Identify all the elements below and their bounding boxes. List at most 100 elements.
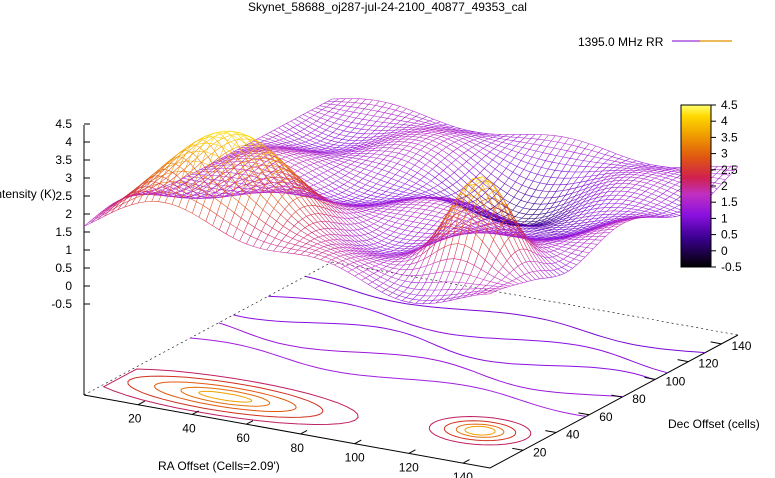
surface-line bbox=[363, 248, 371, 253]
surface-line bbox=[351, 122, 359, 125]
surface-line bbox=[194, 176, 201, 179]
surface-line bbox=[345, 212, 353, 219]
surface-line bbox=[328, 135, 336, 139]
surface-line bbox=[159, 174, 165, 184]
surface-line bbox=[137, 195, 143, 204]
surface-line bbox=[372, 211, 380, 215]
surface-line bbox=[604, 172, 612, 175]
surface-line bbox=[326, 106, 334, 109]
surface-line bbox=[375, 145, 380, 149]
surface-line bbox=[418, 232, 426, 234]
surface-line bbox=[295, 187, 300, 192]
surface-line bbox=[473, 166, 481, 174]
surface-line bbox=[384, 112, 392, 115]
surface-line bbox=[554, 200, 562, 203]
surface-line bbox=[486, 228, 494, 231]
surface-line bbox=[656, 165, 664, 167]
surface-line bbox=[241, 179, 246, 184]
surface-line bbox=[523, 207, 531, 210]
surface-line bbox=[345, 120, 352, 123]
surface-line bbox=[416, 124, 422, 127]
surface-line bbox=[407, 287, 415, 290]
surface-line bbox=[287, 220, 295, 227]
surface-line bbox=[388, 126, 393, 131]
surface-line bbox=[271, 152, 276, 156]
surface-line bbox=[346, 131, 351, 137]
surface-line bbox=[333, 194, 339, 196]
surface-line bbox=[365, 141, 372, 143]
surface-line bbox=[399, 165, 404, 171]
surface-line bbox=[185, 146, 191, 154]
surface-line bbox=[655, 190, 663, 194]
surface-line bbox=[359, 158, 366, 161]
surface-line bbox=[286, 178, 292, 184]
surface-line bbox=[368, 190, 375, 193]
surface-line bbox=[193, 191, 198, 195]
surface-line bbox=[228, 151, 233, 155]
surface-line bbox=[345, 147, 351, 150]
surface-line bbox=[212, 196, 217, 198]
surface-line bbox=[398, 152, 406, 156]
surface-line bbox=[228, 139, 236, 143]
surface-line bbox=[171, 193, 177, 205]
surface-line bbox=[481, 220, 489, 225]
surface-line bbox=[357, 107, 365, 110]
surface-line bbox=[575, 139, 583, 142]
surface-line bbox=[355, 235, 363, 242]
surface-line bbox=[271, 141, 276, 143]
surface-line bbox=[393, 141, 398, 145]
surface-line bbox=[179, 166, 184, 171]
surface-line bbox=[301, 188, 307, 193]
surface-line bbox=[551, 140, 558, 143]
surface-line bbox=[260, 190, 265, 193]
surface-line bbox=[645, 173, 653, 175]
surface-line bbox=[304, 128, 312, 133]
surface-line bbox=[486, 178, 494, 185]
surface-line bbox=[517, 220, 525, 223]
surface-line bbox=[372, 161, 380, 164]
surface-line bbox=[242, 176, 250, 180]
surface-line bbox=[401, 159, 409, 163]
surface-line bbox=[638, 189, 646, 192]
surface-line bbox=[409, 225, 416, 228]
surface-line bbox=[559, 218, 567, 221]
surface-line bbox=[426, 262, 434, 266]
surface-line bbox=[550, 218, 557, 222]
surface-line bbox=[323, 123, 331, 127]
surface-line bbox=[301, 168, 309, 174]
surface-line bbox=[424, 129, 430, 132]
surface-line bbox=[298, 162, 306, 168]
surface-line bbox=[343, 254, 352, 259]
surface-line bbox=[413, 143, 418, 148]
surface-line bbox=[329, 122, 335, 127]
surface-line bbox=[407, 161, 415, 166]
surface-line bbox=[318, 213, 326, 222]
surface-line bbox=[240, 132, 245, 136]
surface-line bbox=[532, 246, 541, 256]
surface-line bbox=[457, 148, 465, 154]
surface-line bbox=[201, 162, 209, 166]
surface-line bbox=[546, 211, 554, 214]
surface-line bbox=[96, 212, 101, 217]
surface-line bbox=[421, 213, 429, 216]
surface-line bbox=[289, 127, 294, 130]
surface-line bbox=[544, 244, 552, 247]
surface-line bbox=[297, 122, 302, 126]
surface-line bbox=[147, 175, 153, 180]
surface-line bbox=[434, 125, 439, 128]
surface-line bbox=[403, 214, 411, 217]
surface-line bbox=[474, 230, 481, 233]
surface-line bbox=[320, 140, 328, 144]
surface-line bbox=[433, 129, 440, 131]
surface-line bbox=[516, 166, 524, 170]
surface-line bbox=[476, 277, 484, 280]
surface-line bbox=[142, 187, 147, 196]
surface-line bbox=[355, 149, 363, 151]
surface-line bbox=[212, 214, 217, 226]
surface-line bbox=[598, 152, 606, 155]
surface-line bbox=[269, 171, 274, 178]
surface-line bbox=[392, 103, 400, 107]
surface-line bbox=[254, 158, 262, 160]
surface-line bbox=[206, 186, 213, 189]
surface-line bbox=[471, 248, 479, 255]
